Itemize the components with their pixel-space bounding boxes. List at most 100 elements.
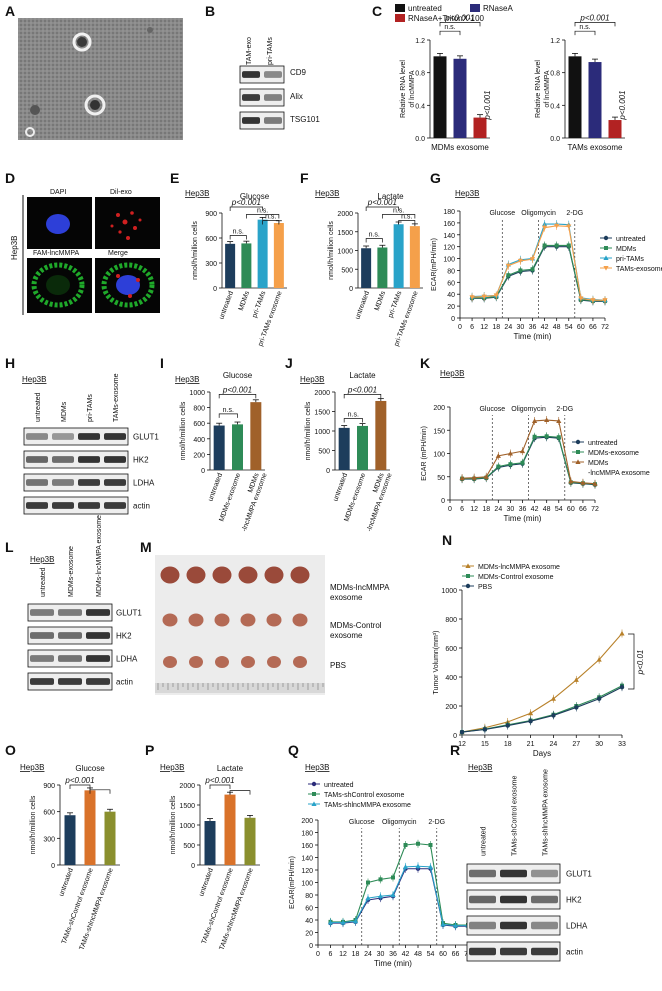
legend-marker <box>576 450 580 454</box>
y-tick-label: 120 <box>443 245 455 252</box>
bar <box>104 811 116 865</box>
y-axis-label: of lncMMPA <box>409 70 416 108</box>
x-tick-label: pri-TAMs <box>387 290 403 319</box>
y-tick-label: 0.4 <box>415 103 425 110</box>
protein-label: HK2 <box>133 456 149 465</box>
y-tick-label: 600 <box>193 421 205 428</box>
data-point <box>596 657 602 662</box>
blot-band <box>242 117 260 124</box>
data-point <box>415 863 421 869</box>
blot-l: untreated MDMs-exosome MDMs-lncMMPA exosom… <box>27 515 142 691</box>
data-point <box>556 435 561 440</box>
protein-label: actin <box>133 502 150 511</box>
significance-label: p<0.001 <box>618 90 627 120</box>
legend-label: PBS <box>478 584 492 591</box>
blot-band <box>531 895 558 904</box>
image-label: FAM-lncMMPA <box>33 250 79 257</box>
significance-label: n.s. <box>369 232 380 239</box>
legend-label: TAMs-shlncMMPA exosome <box>324 802 411 809</box>
y-tick-label: 1.2 <box>415 38 425 45</box>
cell-line-label: Hep3B <box>30 555 54 564</box>
legend-label: RNaseA+TritonX-100 <box>408 14 485 23</box>
bar <box>64 815 76 865</box>
cell-line-label: Hep3B <box>455 189 479 198</box>
x-tick-label: 6 <box>460 506 464 513</box>
data-point <box>507 450 514 456</box>
legend-marker <box>603 255 609 260</box>
y-tick-label: 180 <box>301 831 313 838</box>
protein-label: actin <box>566 948 583 957</box>
y-axis-label: nmol/h/million cells <box>30 795 37 854</box>
x-tick-label: 33 <box>618 741 626 748</box>
blot-band <box>52 456 74 463</box>
x-tick-label: untreated <box>198 867 215 897</box>
y-axis-label: nmol/h/million cells <box>305 401 312 460</box>
data-point <box>483 474 489 479</box>
lane-label: TAMs-shControl exosome <box>512 775 519 856</box>
y-tick-label: 1500 <box>337 230 353 237</box>
bar <box>473 117 487 138</box>
significance-label: p<0.001 <box>64 776 94 785</box>
significance-bracket <box>365 238 383 243</box>
event-label: 2-DG <box>556 406 573 413</box>
y-tick-label: 200 <box>301 818 313 825</box>
data-point <box>482 727 488 732</box>
y-tick-label: 100 <box>443 257 455 264</box>
y-tick-label: 600 <box>205 236 217 243</box>
tumor <box>162 613 178 627</box>
bar <box>84 790 96 865</box>
blot-band <box>104 502 126 509</box>
data-point <box>327 919 334 925</box>
lane-label: pri-TAMs <box>267 37 274 65</box>
significance-bracket <box>218 393 257 399</box>
y-tick-label: 180 <box>443 209 455 216</box>
protein-label: LDHA <box>133 479 155 488</box>
blot-band <box>242 71 260 78</box>
protein-label: Alix <box>290 92 303 101</box>
y-tick-label: 160 <box>443 221 455 228</box>
legend-label: MDMs <box>588 460 609 467</box>
data-point <box>365 895 371 901</box>
y-axis-label: nmol/h/million cells <box>192 221 199 280</box>
x-axis-label: MDMs exosome <box>431 143 489 152</box>
y-tick-label: 100 <box>433 452 445 459</box>
blot-band <box>86 678 110 685</box>
y-tick-label: 600 <box>43 810 55 817</box>
x-tick-label: 24 <box>494 506 502 513</box>
panel-label-n: N <box>442 532 452 548</box>
legend-marker <box>604 246 608 250</box>
blot-band <box>500 869 527 878</box>
data-point <box>469 295 475 300</box>
data-point <box>481 294 487 300</box>
x-tick-label: 30 <box>595 741 603 748</box>
blot-band <box>104 479 126 486</box>
chart-title: Lactate <box>377 192 404 201</box>
y-tick-label: 600 <box>445 646 457 653</box>
tem-image <box>18 18 183 140</box>
data-point <box>520 460 525 465</box>
legend-label: MDMs-Control exosome <box>478 574 554 581</box>
cell-line-label: Hep3B <box>305 763 329 772</box>
data-point <box>566 224 572 230</box>
tumor <box>292 613 308 627</box>
legend-label: pri-TAMs <box>616 256 644 263</box>
y-tick-label: 20 <box>305 931 313 938</box>
data-point <box>505 263 511 269</box>
y-tick-label: 800 <box>193 406 205 413</box>
blot-band <box>26 502 48 509</box>
y-tick-label: 1000 <box>314 429 330 436</box>
x-tick-label: 18 <box>352 951 360 958</box>
data-point <box>428 843 433 847</box>
blot-band <box>78 479 100 486</box>
y-tick-label: 500 <box>318 449 330 456</box>
significance-label: n.s. <box>393 208 404 215</box>
data-point <box>530 267 535 272</box>
tumor <box>160 566 180 584</box>
x-axis-label: Days <box>533 749 551 758</box>
event-label: 2-DG <box>428 819 445 826</box>
bar <box>568 56 582 139</box>
group-label: MDMs-Control <box>330 621 382 630</box>
data-point <box>541 225 548 231</box>
significance-bracket <box>343 418 363 423</box>
bar <box>204 821 216 865</box>
